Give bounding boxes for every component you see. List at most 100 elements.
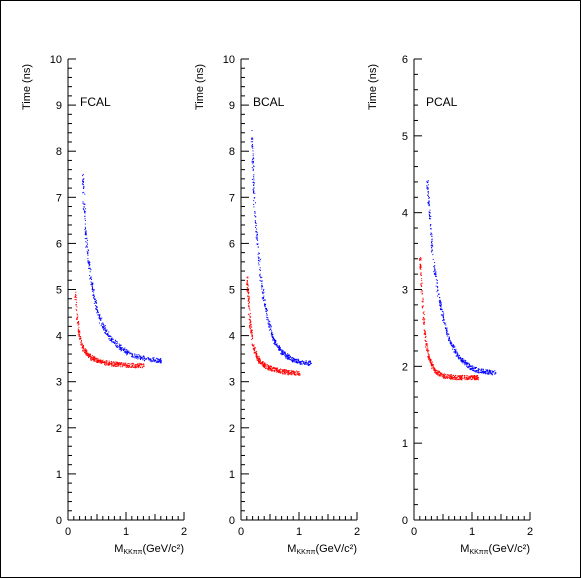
y-tick-label: 9 (229, 100, 235, 112)
data-point (86, 246, 88, 248)
data-point (260, 280, 262, 282)
data-point (143, 357, 145, 359)
data-point (256, 355, 258, 357)
data-point (449, 340, 451, 342)
data-point (119, 347, 121, 349)
data-point (89, 275, 91, 277)
data-point (120, 347, 122, 349)
data-point (258, 362, 260, 364)
data-point (87, 239, 89, 241)
data-point (273, 369, 275, 371)
data-point (307, 362, 309, 364)
data-point (253, 200, 255, 202)
data-point (286, 356, 288, 358)
data-point (271, 370, 273, 372)
data-point (83, 206, 85, 208)
data-point (427, 345, 429, 347)
data-point (457, 375, 459, 377)
data-point (137, 365, 139, 367)
data-point (91, 282, 93, 284)
data-point (421, 300, 423, 302)
data-point (138, 357, 140, 359)
data-point (264, 365, 266, 367)
data-point (471, 375, 473, 377)
data-point (487, 372, 489, 374)
data-point (101, 317, 103, 319)
data-point (256, 233, 258, 235)
data-point (258, 258, 260, 260)
data-point (424, 337, 426, 339)
data-point (134, 355, 136, 357)
data-point (282, 369, 284, 371)
data-point (259, 274, 261, 276)
data-point (468, 364, 470, 366)
data-point (461, 360, 463, 362)
data-point (301, 360, 303, 362)
data-point (299, 361, 301, 363)
data-point (474, 367, 476, 369)
data-point (279, 347, 281, 349)
data-point (283, 369, 285, 371)
data-point (90, 269, 92, 271)
y-tick-label: 2 (56, 423, 62, 435)
data-point (419, 266, 421, 268)
data-point (280, 352, 282, 354)
data-point (90, 281, 92, 283)
data-point (254, 222, 256, 224)
data-point (84, 220, 86, 222)
data-point (250, 333, 252, 335)
data-point (100, 318, 102, 320)
data-point (439, 299, 441, 301)
data-point (109, 339, 111, 341)
data-point (472, 375, 474, 377)
data-point (100, 360, 102, 362)
data-point (96, 306, 98, 308)
data-point (77, 330, 79, 332)
data-point (450, 377, 452, 379)
data-point (257, 256, 259, 258)
data-point (266, 309, 268, 311)
data-point (473, 376, 475, 378)
data-point (84, 237, 86, 239)
data-point (82, 175, 84, 177)
data-point (289, 356, 291, 358)
data-point (296, 370, 298, 372)
data-point (489, 370, 491, 372)
data-point (434, 270, 436, 272)
data-point (258, 355, 260, 357)
data-point (266, 314, 268, 316)
data-point (456, 352, 458, 354)
y-tick-label: 5 (402, 131, 408, 143)
data-point (308, 364, 310, 366)
data-point (126, 366, 128, 368)
data-point (116, 341, 118, 343)
data-point (492, 372, 494, 374)
data-point (84, 223, 86, 225)
data-point (249, 324, 251, 326)
data-point (135, 357, 137, 359)
data-point (145, 358, 147, 360)
data-point (426, 185, 428, 187)
data-point (292, 361, 294, 363)
data-point (456, 377, 458, 379)
data-point (97, 360, 99, 362)
data-point (255, 354, 257, 356)
data-point (84, 211, 86, 213)
data-point (92, 288, 94, 290)
data-point (437, 370, 439, 372)
data-point (96, 309, 98, 311)
data-point (470, 368, 472, 370)
data-point (272, 368, 274, 370)
data-point (124, 364, 126, 366)
data-point (474, 370, 476, 372)
data-point (259, 279, 261, 281)
data-point (148, 358, 150, 360)
data-point (106, 334, 108, 336)
panel-label: PCAL (426, 95, 458, 109)
y-tick-label: 7 (229, 192, 235, 204)
data-point (272, 337, 274, 339)
data-point (263, 291, 265, 293)
y-tick-label: 6 (229, 238, 235, 250)
data-point (430, 234, 432, 236)
data-point (252, 161, 254, 163)
